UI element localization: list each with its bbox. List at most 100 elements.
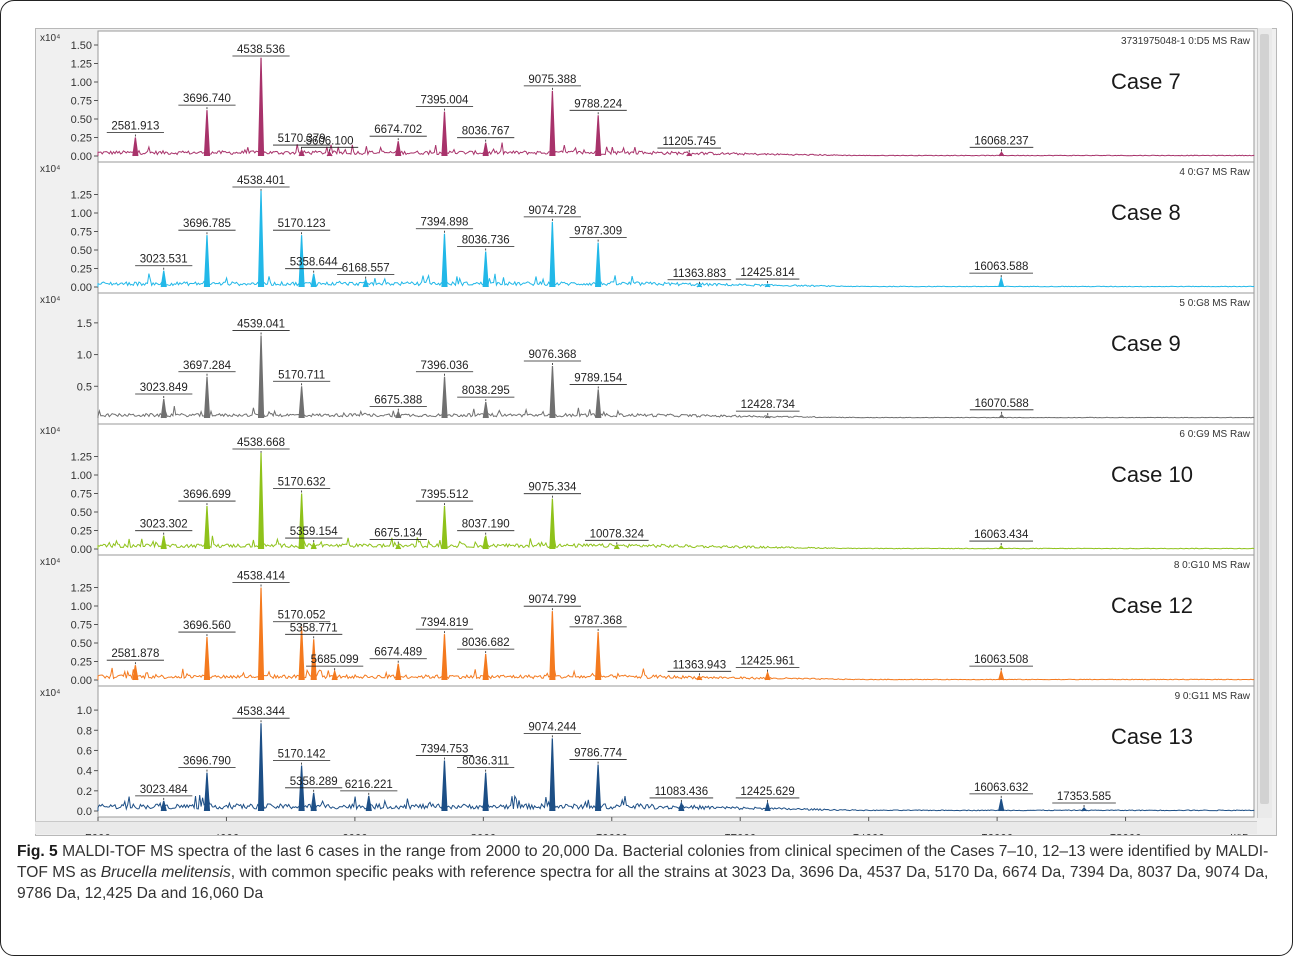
peak-label: 3696.740 xyxy=(183,93,231,105)
peak-label: 6216.221 xyxy=(345,779,393,791)
peak-label: 5170.711 xyxy=(278,369,325,381)
panel-background xyxy=(97,161,1255,294)
peak-label: 6674.702 xyxy=(374,124,422,136)
spectrum-header: 9 0:G11 MS Raw xyxy=(1175,691,1251,702)
y-tick-label: 0.25 xyxy=(71,264,92,276)
spectra-plot: x10⁴ 1.50 1.25 1.00 0.75 0.50 0.25 0.00 37319750… xyxy=(40,30,1255,835)
case-label: Case 13 xyxy=(1111,724,1193,749)
peak-label: 5170.379 xyxy=(278,133,326,145)
spectrum-peak xyxy=(549,498,556,550)
y-tick-label: 0.75 xyxy=(71,96,92,108)
vertical-scrollbar[interactable] xyxy=(1257,28,1272,818)
horizontal-scrollbar[interactable] xyxy=(35,821,1257,834)
y-tick-label: 0.00 xyxy=(71,282,92,294)
y-tick-label: 0.50 xyxy=(71,114,92,126)
spectrum-peak xyxy=(365,795,372,812)
peak-label: 3023.302 xyxy=(140,519,188,531)
spectrum-header: 5 0:G8 MS Raw xyxy=(1179,298,1250,309)
spectrum-peak xyxy=(298,765,305,812)
peak-label: 8036.311 xyxy=(462,756,509,768)
peak-label: 5170.142 xyxy=(278,749,326,761)
peak-label: 6168.557 xyxy=(342,263,390,275)
peak-label: 2581.878 xyxy=(111,648,159,660)
spectrum-peak xyxy=(395,410,402,419)
peak-label: 9787.368 xyxy=(574,615,622,627)
peak-label: 3023.531 xyxy=(140,254,188,266)
panel-background xyxy=(97,292,1255,425)
spectrum-peak xyxy=(257,723,265,812)
spectrum-peak xyxy=(998,413,1005,419)
y-exponent-label: x10⁴ xyxy=(40,164,60,175)
spectrum-peak xyxy=(549,221,556,288)
spectrum-header: 6 0:G9 MS Raw xyxy=(1179,429,1250,440)
spectrum-peak xyxy=(764,670,771,681)
spectrum-peak xyxy=(549,90,556,157)
spectrum-peak xyxy=(160,398,167,419)
peak-label: 12425.961 xyxy=(740,656,794,668)
spectrum-peak xyxy=(203,235,211,288)
case-label: Case 10 xyxy=(1111,462,1193,487)
spectrum-peak xyxy=(362,277,369,288)
y-tick-label: 0.2 xyxy=(77,786,92,798)
spectrum-peak xyxy=(482,535,489,550)
spectrum-peak xyxy=(298,235,305,288)
peak-label: 11083.436 xyxy=(655,786,709,798)
y-exponent-label: x10⁴ xyxy=(40,688,60,699)
peak-label: 5685.099 xyxy=(311,654,359,666)
y-tick-label: 0.75 xyxy=(71,620,92,632)
y-tick-label: 1.00 xyxy=(71,601,92,613)
spectrum-baseline xyxy=(97,142,1255,157)
y-tick-label: 1.00 xyxy=(71,77,92,89)
peak-label: 8036.736 xyxy=(462,234,510,246)
spectrum-peak xyxy=(594,764,602,812)
peak-label: 7394.753 xyxy=(420,744,468,756)
peak-label: 3696.699 xyxy=(183,489,231,501)
peak-label: 9075.334 xyxy=(528,482,577,494)
peak-label: 6675.388 xyxy=(374,395,422,407)
y-tick-label: 0.50 xyxy=(71,245,92,257)
peak-label: 5358.644 xyxy=(290,257,339,269)
spectrum-peak xyxy=(298,148,305,157)
peak-label: 4538.401 xyxy=(237,175,285,187)
y-tick-label: 1.0 xyxy=(77,705,92,717)
spectrum-peak xyxy=(310,273,317,288)
scrollbar-thumb[interactable] xyxy=(1260,34,1269,804)
peak-label: 6674.489 xyxy=(374,647,422,659)
spectrum-peak xyxy=(441,111,448,157)
spectrum-peak xyxy=(326,151,333,157)
y-tick-label: 0.4 xyxy=(77,766,92,778)
peak-label: 9076.368 xyxy=(528,349,576,361)
figure-caption: Fig. 5 MALDI-TOF MS spectra of the last … xyxy=(17,841,1277,904)
spectrum-peak xyxy=(482,142,489,157)
peak-label: 5358.771 xyxy=(290,622,338,634)
y-tick-label: 0.25 xyxy=(71,657,92,669)
spectrum-peak xyxy=(395,543,402,550)
spectrum-peak xyxy=(595,631,602,681)
spectrum-peak xyxy=(595,389,602,419)
peak-label: 16063.508 xyxy=(974,654,1028,666)
spectrum-peak xyxy=(549,365,556,419)
caption-species: Brucella melitensis xyxy=(100,864,231,881)
spectrum-peak xyxy=(482,251,489,288)
peak-label: 11363.943 xyxy=(673,659,727,671)
spectrum-peak xyxy=(764,283,771,288)
peak-label: 9788.224 xyxy=(574,98,623,110)
peak-label: 8036.682 xyxy=(462,637,510,649)
peak-label: 10078.324 xyxy=(590,528,645,540)
spectrum-peak xyxy=(132,665,139,681)
y-tick-label: 0.5 xyxy=(77,381,92,393)
panel-background xyxy=(97,685,1255,818)
spectrum-peak xyxy=(441,760,448,812)
panel-background xyxy=(97,30,1255,163)
case-label: Case 9 xyxy=(1111,331,1181,356)
spectrum-peak xyxy=(298,626,305,681)
y-tick-label: 0.00 xyxy=(71,151,92,163)
peak-label: 12425.814 xyxy=(740,267,795,279)
spectrum-peak xyxy=(482,402,489,419)
spectrum-peak xyxy=(482,772,489,812)
spectrum-peak xyxy=(298,386,305,419)
peak-label: 5170.052 xyxy=(278,610,326,622)
peak-label: 3696.790 xyxy=(183,756,231,768)
caption-text-1: MALDI-TOF MS spectra of the last 6 cases… xyxy=(17,843,1269,881)
